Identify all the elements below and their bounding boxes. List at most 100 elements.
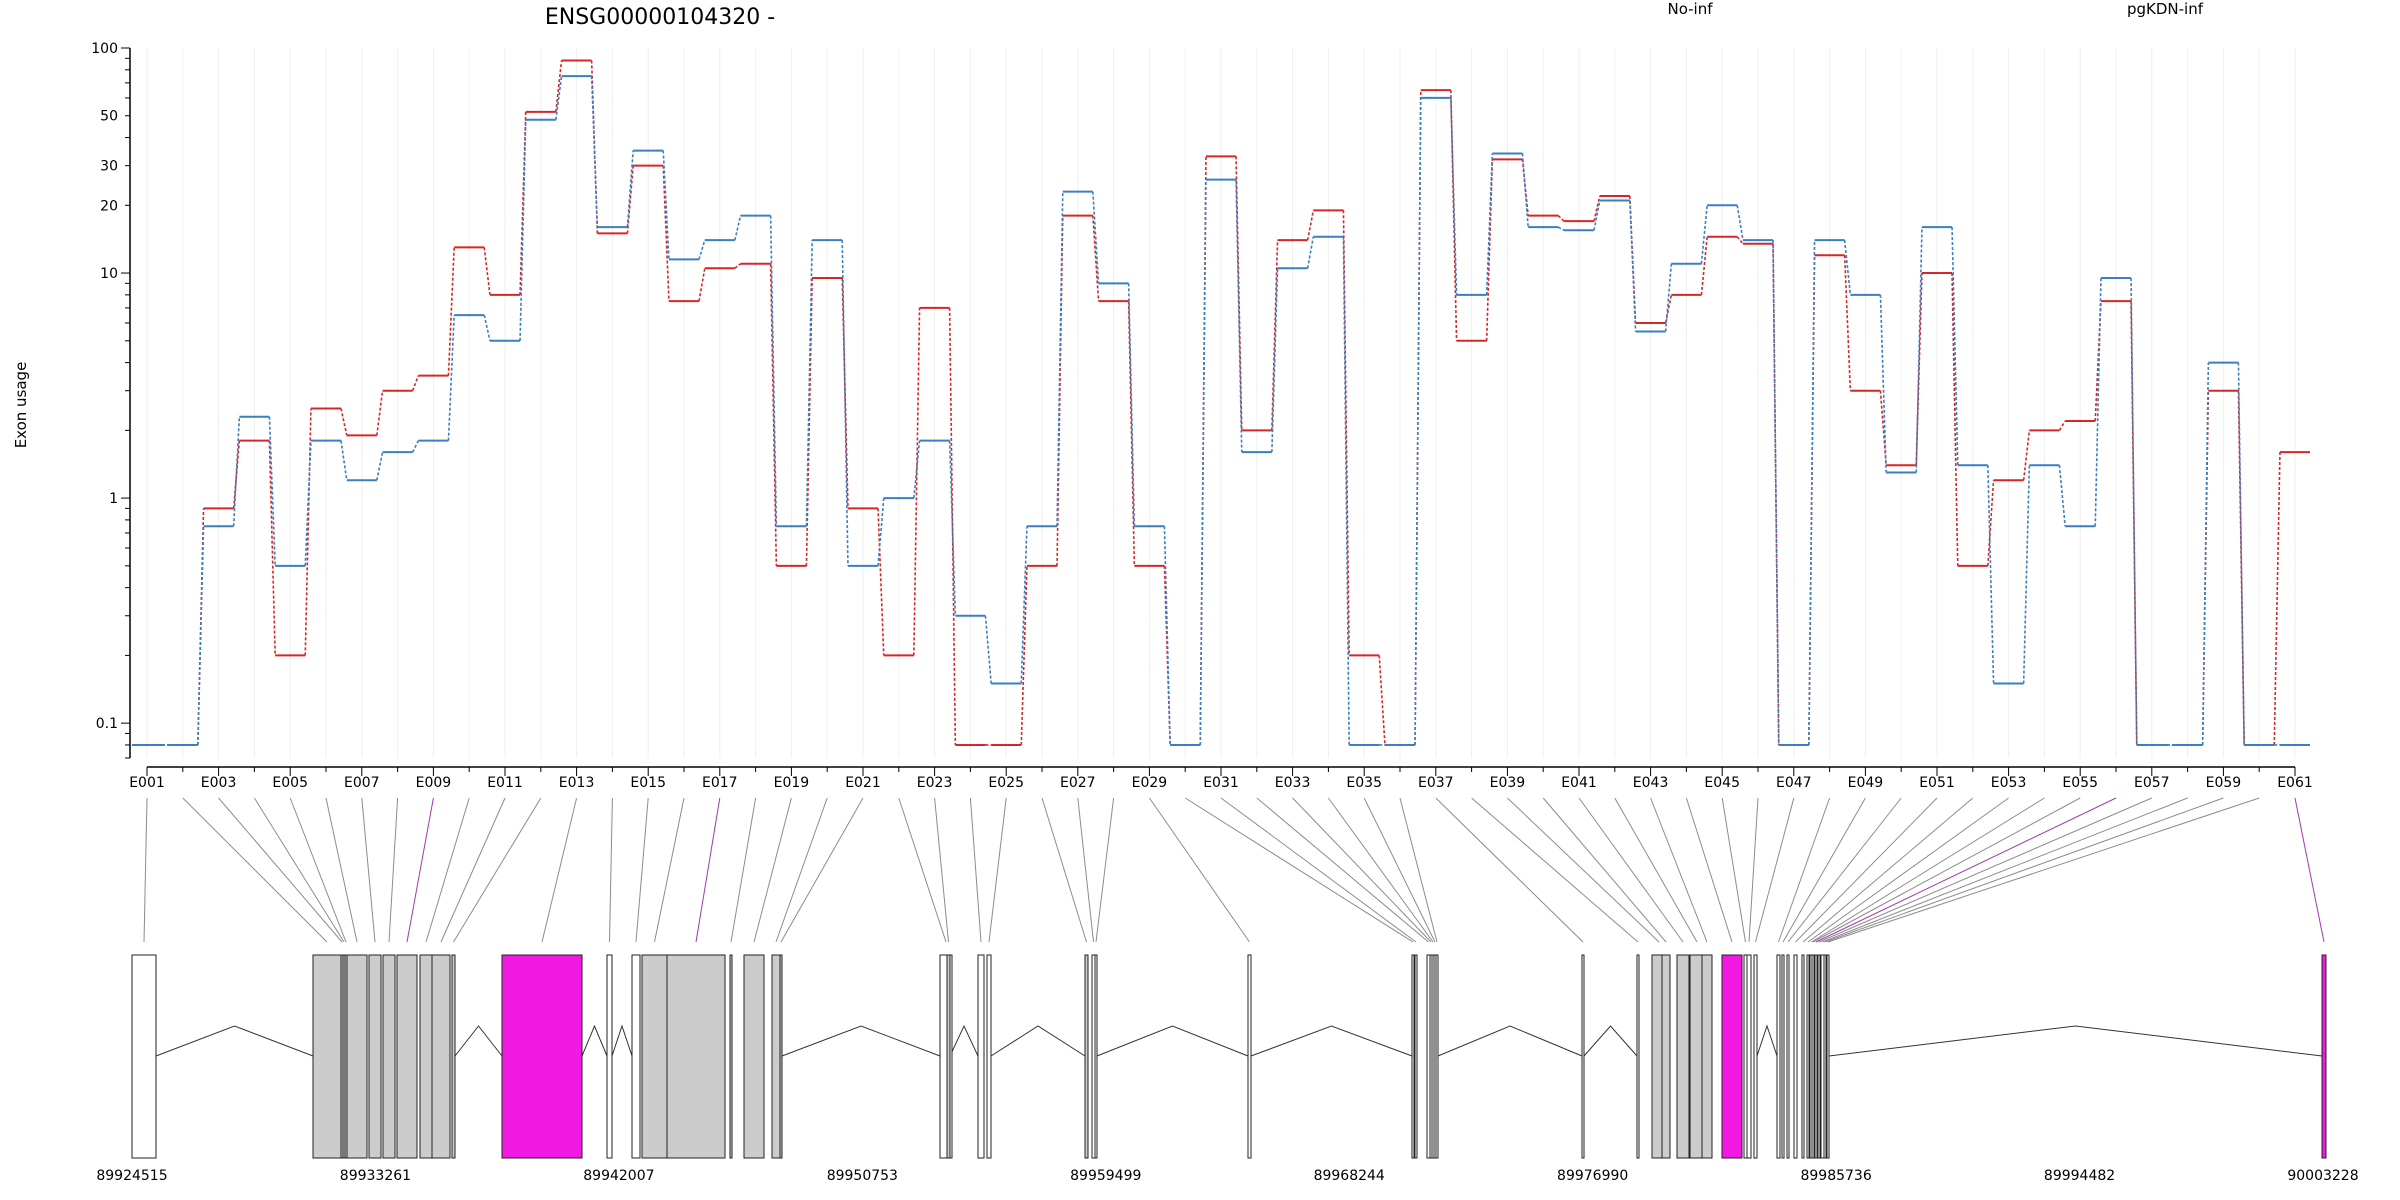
grid-lines: [146, 48, 2296, 758]
series-connector: [2201, 362, 2210, 745]
exon-block: [1701, 954, 1713, 1159]
x-tick-label: E055: [2062, 775, 2098, 791]
y-tick-label: 10: [100, 266, 118, 282]
series-connector: [340, 440, 348, 481]
series-connector: [948, 440, 957, 616]
series-connector: [1092, 191, 1100, 284]
exon-connector: [453, 797, 542, 943]
y-tick-label: 100: [91, 41, 118, 57]
series-connector: [1772, 243, 1780, 745]
x-tick-label: E059: [2206, 775, 2242, 791]
series-connector: [698, 239, 706, 260]
exon-block: [986, 954, 992, 1159]
series-connector: [984, 615, 992, 684]
chart-title: ENSG00000104320 -: [545, 5, 775, 30]
x-tick-label: E043: [1633, 775, 1669, 791]
exon-connector: [325, 797, 358, 943]
series-connector: [411, 375, 420, 392]
exon-connector: [440, 797, 506, 943]
exon-connector: [635, 797, 649, 943]
series-connector: [1593, 195, 1601, 222]
series-connector: [1879, 294, 1887, 473]
exon-connector: [1807, 797, 2009, 943]
series-connector: [877, 508, 885, 656]
x-tick-label: E045: [1704, 775, 1740, 791]
series-connector: [626, 150, 634, 228]
exon-block: [1786, 954, 1790, 1159]
exon-connector: [780, 797, 864, 943]
exon-block: [1793, 954, 1798, 1159]
exon-connector: [753, 797, 792, 943]
exon-connector: [1184, 797, 1414, 943]
exon-block: [1084, 954, 1089, 1159]
x-tick-label: E031: [1203, 775, 1239, 791]
exon-block: [451, 954, 456, 1159]
series-connector: [1271, 268, 1279, 453]
series-connector: [1843, 240, 1852, 295]
x-tick-label: E021: [845, 775, 881, 791]
exon-connector: [1748, 797, 1759, 943]
exon-block: [1806, 954, 1810, 1159]
coordinate-label: 89950753: [827, 1168, 898, 1184]
intron: [155, 1025, 314, 1057]
exon-connector: [1542, 797, 1667, 943]
exon-connector: [1507, 797, 1660, 943]
coordinate-label: 89976990: [1557, 1168, 1628, 1184]
series-connector: [1020, 526, 1028, 684]
exon-connector: [1363, 797, 1436, 943]
exon-block: [1094, 954, 1098, 1159]
series-connector: [769, 263, 778, 566]
series-connector: [1700, 205, 1708, 264]
series-connector: [2058, 420, 2066, 431]
series-connector: [948, 307, 957, 745]
exon-block: [1817, 954, 1821, 1159]
axes: 0.1 1 10 20 30 50 100: [91, 41, 2296, 776]
series-connector: [1915, 273, 1923, 466]
series-connector: [447, 247, 455, 376]
exon-connector: [388, 797, 399, 943]
exon-connector: [1578, 797, 1684, 943]
series-connector: [1593, 200, 1601, 231]
coordinate-label: 89994482: [2044, 1168, 2115, 1184]
x-tick-label: E001: [129, 775, 165, 791]
coordinate-label: 89942007: [583, 1168, 654, 1184]
exon-connector: [425, 797, 470, 943]
series-connector: [805, 240, 813, 527]
exon-connector: [1327, 797, 1434, 943]
x-tick-label: E009: [416, 775, 452, 791]
intron: [781, 1025, 941, 1057]
legend-no-inf: No-inf: [1667, 0, 1713, 18]
exon-block: [1581, 954, 1585, 1159]
series-connector: [1629, 195, 1637, 324]
exon-block: [1776, 954, 1781, 1159]
series-connector: [1306, 210, 1315, 241]
exon-block: [1661, 954, 1671, 1159]
exon-block: [1801, 954, 1805, 1159]
exon-connector: [182, 797, 328, 943]
exon-block: [631, 954, 641, 1159]
exon-block: [771, 954, 781, 1159]
series-connector: [1414, 97, 1422, 745]
intron: [581, 1024, 608, 1057]
series-connector: [1235, 179, 1243, 453]
exon-block: [1414, 954, 1418, 1159]
x-tick-label: E047: [1776, 775, 1812, 791]
series-connector: [662, 150, 670, 260]
exon-connector: [1795, 797, 1938, 943]
series-connector: [376, 390, 384, 436]
exon-block: [666, 954, 726, 1159]
x-tick-label: E033: [1275, 775, 1311, 791]
exon-block: [1811, 954, 1815, 1159]
exon-connector: [1148, 797, 1250, 943]
exon-block: [1676, 954, 1690, 1159]
exon-connector: [1292, 797, 1432, 943]
exon-block: [729, 954, 733, 1159]
exon-connector: [1256, 797, 1429, 943]
x-tick-label: E057: [2134, 775, 2170, 791]
intron: [949, 1024, 979, 1057]
x-tick-label: E023: [917, 775, 953, 791]
exon-block: [1746, 954, 1752, 1159]
exon-connector: [1721, 797, 1746, 943]
exon-block: [382, 954, 396, 1159]
